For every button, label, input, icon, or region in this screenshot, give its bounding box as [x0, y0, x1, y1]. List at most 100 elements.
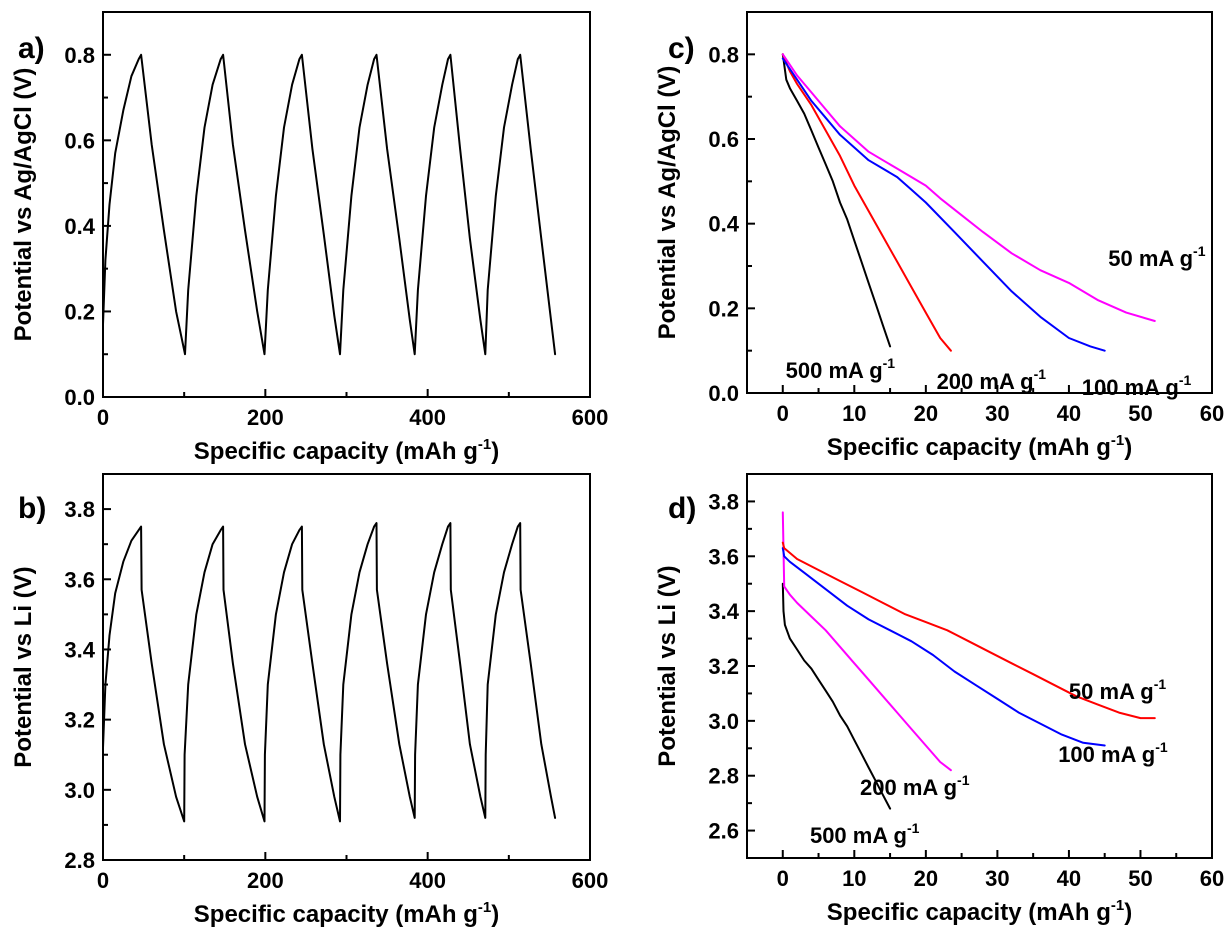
curve-label-sup: -1	[907, 820, 920, 836]
y-axis-title: Potential vs Li (V)	[654, 565, 681, 766]
series-line-2	[781, 547, 1106, 747]
x-axis-title-end: )	[491, 901, 499, 928]
curve-label: 500 mA g-1	[786, 355, 896, 383]
curve-label: 100 mA g-1	[1082, 372, 1192, 400]
curve-label: 50 mA g-1	[1069, 676, 1166, 704]
plot-frame	[746, 473, 1213, 859]
x-axis-title-sup: -1	[478, 436, 491, 453]
panel-d: 0 10 20 30 40 50 60 2.6 2.8 3.0 3.2 3.4 3.6 3.8 Specif…	[654, 473, 1224, 926]
curve-label-text: 500 mA g	[786, 358, 883, 383]
x-tick-label: 30	[985, 866, 1009, 891]
y-tick-label: 3.6	[64, 567, 95, 592]
x-tick-label: 40	[1057, 401, 1081, 426]
curve-label-sup: -1	[883, 355, 896, 371]
x-tick-label: 0	[777, 401, 789, 426]
x-axis-title-end: )	[1124, 434, 1132, 461]
y-tick-label: 0.6	[64, 128, 95, 153]
y-tick-label: 0.4	[64, 214, 95, 239]
series-line-0	[102, 522, 557, 823]
panel-label: d)	[668, 492, 696, 525]
y-tick-label: 2.6	[708, 819, 739, 844]
x-axis-title-end: )	[491, 438, 499, 465]
x-axis-title-text: Specific capacity (mAh g	[194, 901, 478, 928]
x-tick-label: 40	[1057, 866, 1081, 891]
y-tick-label: 2.8	[708, 764, 739, 789]
series-line-0	[781, 53, 892, 348]
x-tick-label: 600	[572, 868, 609, 893]
curve-label-text: 100 mA g	[1082, 375, 1179, 400]
x-axis-title-end: )	[1124, 899, 1132, 926]
curve-label-sup: -1	[1193, 243, 1206, 259]
y-tick-label: 2.8	[64, 848, 95, 873]
series-line-0	[102, 53, 557, 356]
x-axis-title-sup: -1	[1111, 432, 1124, 449]
curve-label-sup: -1	[1179, 372, 1192, 388]
y-tick-label: 3.0	[64, 778, 95, 803]
y-tick-label: 0.8	[64, 43, 95, 68]
y-tick-label: 3.8	[708, 489, 739, 514]
curve-label-text: 500 mA g	[810, 823, 907, 848]
panel-label: b)	[18, 492, 46, 525]
x-tick-label: 10	[842, 401, 866, 426]
curve-label-sup: -1	[1034, 366, 1047, 382]
curve-label-text: 50 mA g	[1108, 246, 1193, 271]
series-line-0	[781, 582, 892, 810]
curve-label-text: 200 mA g	[860, 775, 957, 800]
y-tick-label: 3.2	[708, 654, 739, 679]
curve-label-sup: -1	[1154, 676, 1167, 692]
panel-b: 0 200 400 600 2.8 3.0 3.2 3.4 3.6 3.8 Specific cap…	[10, 473, 609, 928]
x-tick-label: 0	[777, 866, 789, 891]
x-axis-title: Specific capacity (mAh g-1)	[194, 436, 499, 465]
x-axis-title-text: Specific capacity (mAh g	[827, 434, 1111, 461]
series-line-2	[781, 57, 1106, 352]
x-axis-title-text: Specific capacity (mAh g	[827, 899, 1111, 926]
y-tick-label: 3.4	[708, 599, 739, 624]
y-tick-label: 0.0	[708, 381, 739, 406]
x-tick-label: 20	[914, 401, 938, 426]
y-tick-label: 3.2	[64, 708, 95, 733]
y-axis-title: Potential vs Ag/AgCl (V)	[654, 66, 681, 340]
x-tick-label: 0	[97, 868, 109, 893]
x-tick-label: 200	[247, 868, 284, 893]
curve-label-sup: -1	[957, 772, 970, 788]
series-line-3	[781, 541, 1156, 720]
y-tick-label: 0.4	[708, 212, 739, 237]
x-axis-title: Specific capacity (mAh g-1)	[827, 432, 1132, 461]
curve-label: 50 mA g-1	[1108, 243, 1205, 271]
x-tick-label: 200	[247, 405, 284, 430]
plot-frame	[102, 11, 591, 398]
x-tick-label: 10	[842, 866, 866, 891]
x-axis-title: Specific capacity (mAh g-1)	[827, 897, 1132, 926]
curve-label: 500 mA g-1	[810, 820, 920, 848]
x-tick-label: 20	[914, 866, 938, 891]
x-tick-label: 30	[985, 401, 1009, 426]
curve-label-text: 100 mA g	[1058, 742, 1155, 767]
x-axis-title-sup: -1	[1111, 897, 1124, 914]
y-tick-label: 0.2	[708, 296, 739, 321]
x-tick-label: 400	[409, 868, 446, 893]
x-tick-label: 400	[409, 405, 446, 430]
x-tick-label: 0	[97, 405, 109, 430]
y-axis-title: Potential vs Li (V)	[10, 566, 37, 767]
series-line-1	[781, 511, 952, 772]
curve-label-text: 200 mA g	[937, 369, 1034, 394]
x-tick-label: 50	[1128, 401, 1152, 426]
y-tick-label: 3.4	[64, 637, 95, 662]
series-line-1	[781, 53, 952, 352]
y-axis-title: Potential vs Ag/AgCl (V)	[10, 68, 37, 342]
y-tick-label: 0.0	[64, 385, 95, 410]
y-tick-label: 0.6	[708, 127, 739, 152]
curve-label: 200 mA g-1	[937, 366, 1047, 394]
y-tick-label: 3.8	[64, 497, 95, 522]
curve-label: 200 mA g-1	[860, 772, 970, 800]
curve-label: 100 mA g-1	[1058, 739, 1168, 767]
panel-label: c)	[668, 32, 695, 65]
plot-frame	[746, 11, 1213, 394]
x-tick-label: 50	[1128, 866, 1152, 891]
x-tick-label: 60	[1200, 866, 1224, 891]
panel-a: 0 200 400 600 0.0 0.2 0.4 0.6 0.8 Specific capaci…	[10, 11, 608, 465]
panel-label: a)	[18, 32, 45, 65]
x-axis-title: Specific capacity (mAh g-1)	[194, 899, 499, 928]
curve-label-sup: -1	[1155, 739, 1168, 755]
